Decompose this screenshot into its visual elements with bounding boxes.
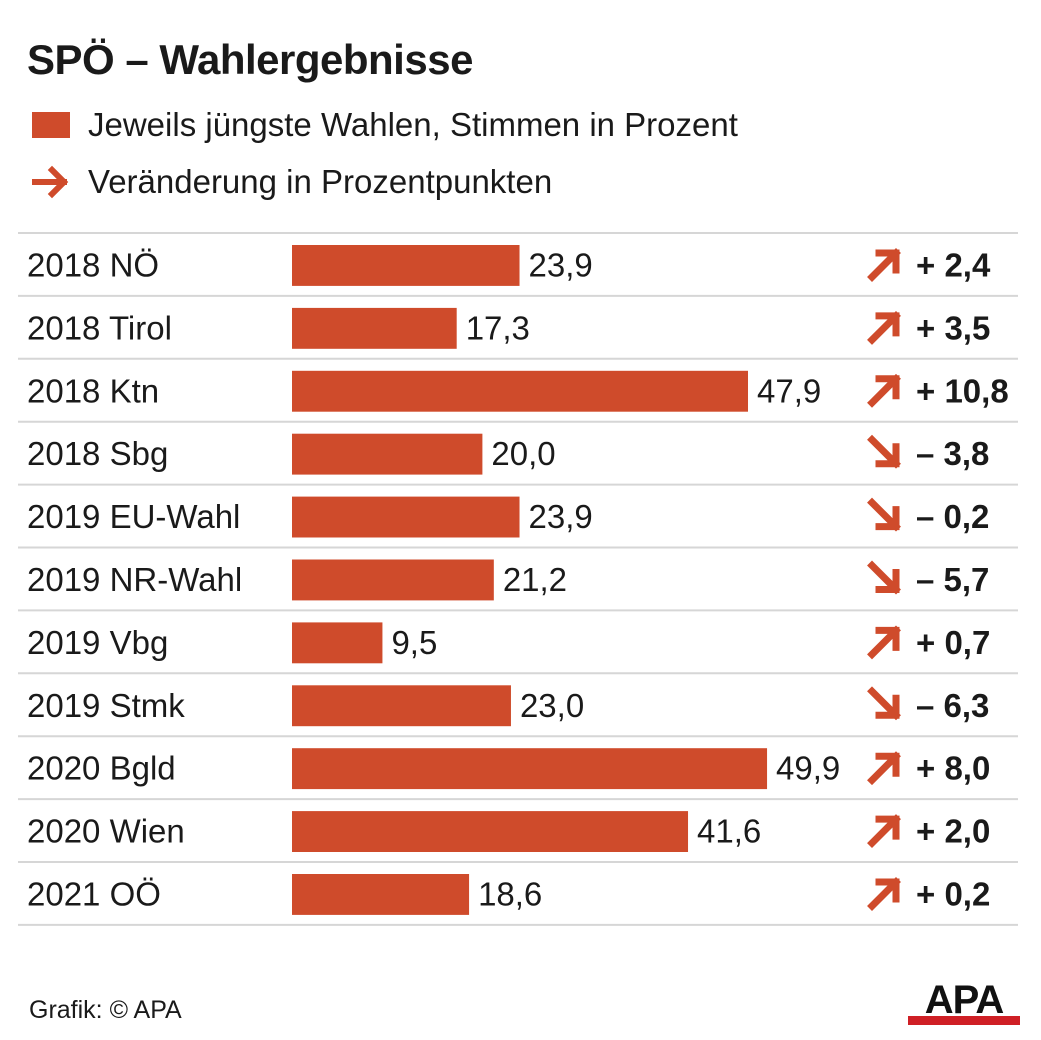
change-label: – 0,2 xyxy=(916,498,989,535)
category-label: 2019 Vbg xyxy=(27,624,168,661)
bar xyxy=(292,307,457,349)
bar xyxy=(292,622,383,664)
legend-arrow-entry: Veränderung in Prozentpunkten xyxy=(32,162,552,202)
arrow-up-right-icon xyxy=(867,625,901,660)
category-label: 2018 Sbg xyxy=(27,435,168,472)
value-label: 9,5 xyxy=(391,624,437,661)
category-label: 2020 Wien xyxy=(27,813,185,850)
arrow-right-icon xyxy=(32,165,69,199)
bar xyxy=(292,811,689,852)
category-label: 2020 Bgld xyxy=(27,750,176,787)
bar xyxy=(292,559,494,601)
legend-bar-label: Jeweils jüngste Wahlen, Stimmen in Proze… xyxy=(88,106,738,143)
change-label: + 0,2 xyxy=(916,875,990,912)
category-label: 2021 OÖ xyxy=(27,875,161,912)
bar xyxy=(292,748,768,790)
chart-title: SPÖ – Wahlergebnisse xyxy=(27,36,473,83)
category-label: 2018 Ktn xyxy=(27,372,159,409)
change-label: + 10,8 xyxy=(916,372,1009,409)
arrow-down-right-icon xyxy=(867,560,901,595)
category-label: 2019 Stmk xyxy=(27,687,185,724)
change-label: + 2,0 xyxy=(916,813,990,850)
change-label: + 8,0 xyxy=(916,750,990,787)
arrow-up-right-icon xyxy=(867,877,901,911)
footer-credit: Grafik: © APA xyxy=(29,996,182,1024)
bar xyxy=(292,370,749,412)
arrow-up-right-icon xyxy=(867,814,901,849)
value-label: 23,0 xyxy=(520,687,584,724)
category-label: 2018 Tirol xyxy=(27,309,172,346)
change-label: – 6,3 xyxy=(916,687,989,724)
bar xyxy=(292,685,511,727)
value-label: 21,2 xyxy=(503,561,567,598)
bar xyxy=(292,496,520,538)
bar xyxy=(292,874,470,915)
arrow-up-right-icon xyxy=(867,248,901,282)
category-label: 2019 NR-Wahl xyxy=(27,561,242,598)
value-label: 49,9 xyxy=(776,750,840,787)
value-label: 41,6 xyxy=(697,813,761,850)
value-label: 20,0 xyxy=(491,435,555,472)
bar xyxy=(292,245,520,286)
arrow-down-right-icon xyxy=(867,434,901,469)
bar xyxy=(292,433,483,475)
legend-bar-swatch xyxy=(32,112,70,138)
svg-text:APA: APA xyxy=(925,980,1004,1022)
change-label: + 2,4 xyxy=(916,246,991,283)
legend-arrow-label: Veränderung in Prozentpunkten xyxy=(88,163,553,200)
change-label: – 3,8 xyxy=(916,435,989,472)
arrow-up-right-icon xyxy=(867,310,901,345)
apa-logo: APA xyxy=(908,980,1020,1025)
legend-bar-entry: Jeweils jüngste Wahlen, Stimmen in Proze… xyxy=(32,105,738,145)
value-label: 17,3 xyxy=(466,309,530,346)
value-label: 47,9 xyxy=(757,372,821,409)
value-label: 18,6 xyxy=(478,875,542,912)
category-label: 2019 EU-Wahl xyxy=(27,498,240,535)
arrow-up-right-icon xyxy=(867,373,901,408)
value-label: 23,9 xyxy=(529,498,593,535)
change-label: + 0,7 xyxy=(916,624,990,661)
value-label: 23,9 xyxy=(529,246,593,283)
arrow-up-right-icon xyxy=(867,751,901,786)
arrow-down-right-icon xyxy=(867,497,901,532)
change-label: + 3,5 xyxy=(916,309,990,346)
arrow-down-right-icon xyxy=(867,686,901,721)
category-label: 2018 NÖ xyxy=(27,246,159,283)
change-label: – 5,7 xyxy=(916,561,989,598)
